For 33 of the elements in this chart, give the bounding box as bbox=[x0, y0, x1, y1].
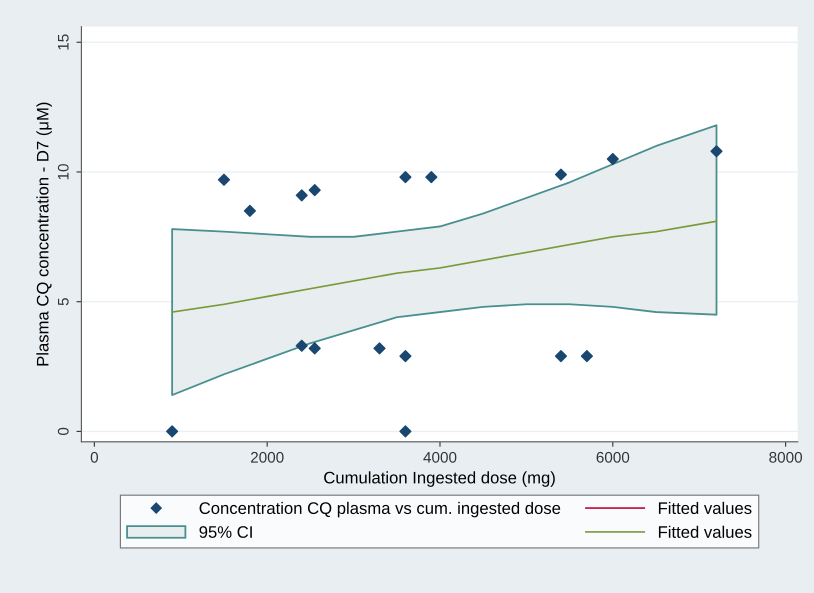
y-tick-label: 5 bbox=[58, 298, 69, 306]
point bbox=[218, 174, 230, 186]
point bbox=[166, 425, 178, 438]
point bbox=[580, 350, 593, 362]
point bbox=[296, 340, 308, 352]
y-tick-label: 15 bbox=[58, 34, 69, 50]
legend-label: Fitted values bbox=[658, 502, 752, 514]
point bbox=[554, 168, 568, 181]
point bbox=[710, 145, 723, 158]
y-tick-label: 0 bbox=[58, 428, 69, 436]
x-tick-label: 6000 bbox=[596, 452, 630, 463]
y-axis-title: Plasma CQ concentration - D7 (μM) bbox=[36, 102, 52, 366]
point bbox=[399, 171, 412, 184]
legend-label: Concentration CQ plasma vs cum. ingested dose bbox=[200, 502, 560, 518]
text: 95% CI bbox=[200, 526, 252, 538]
x-tick-label: 0 bbox=[90, 452, 98, 463]
point bbox=[308, 342, 321, 354]
x-tick-label: 4000 bbox=[423, 452, 456, 463]
point bbox=[308, 184, 321, 196]
point bbox=[425, 171, 438, 184]
point bbox=[244, 204, 256, 217]
x-axis-title: Cumulation Ingested dose (mg) bbox=[324, 471, 555, 487]
point bbox=[399, 425, 412, 438]
y-tick-label: 10 bbox=[58, 164, 69, 180]
legend-label: Fitted values bbox=[658, 526, 752, 538]
x-tick-label: 8000 bbox=[769, 452, 802, 463]
x-tick-label: 2000 bbox=[250, 452, 284, 463]
point bbox=[554, 350, 568, 362]
point bbox=[606, 152, 619, 166]
point bbox=[296, 189, 308, 202]
line-series bbox=[171, 220, 718, 313]
point bbox=[399, 350, 412, 362]
point bbox=[373, 342, 386, 354]
